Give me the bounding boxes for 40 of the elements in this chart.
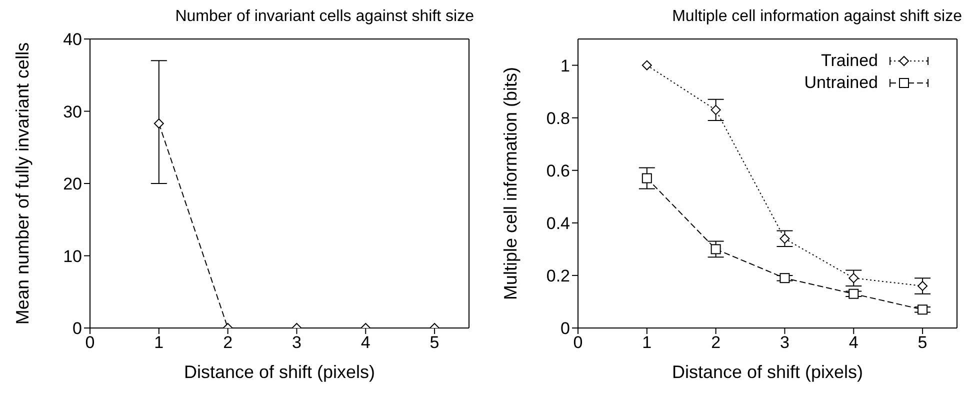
y-tick-label: 0.8 — [546, 108, 570, 128]
x-tick-label: 5 — [430, 333, 440, 352]
legend-label: Trained — [820, 50, 878, 72]
x-axis-title: Distance of shift (pixels) — [672, 362, 864, 382]
x-tick-label: 1 — [154, 333, 164, 352]
x-tick-label: 2 — [223, 333, 233, 352]
x-tick-label: 3 — [780, 333, 790, 352]
y-axis-title: Multiple cell information (bits) — [500, 66, 520, 300]
chart-title: Number of invariant cells against shift size — [174, 8, 474, 27]
x-axis-title: Distance of shift (pixels) — [184, 362, 376, 382]
y-tick-label: 0.2 — [546, 266, 570, 286]
y-tick-label: 0 — [72, 319, 82, 338]
y-tick-label: 1 — [560, 56, 570, 76]
x-tick-label: 4 — [360, 333, 370, 352]
y-tick-label: 0.6 — [546, 161, 570, 180]
point — [780, 273, 790, 284]
point — [918, 304, 928, 315]
point — [848, 288, 859, 299]
point — [710, 244, 721, 254]
point — [848, 273, 859, 284]
y-tick-label: 10 — [63, 246, 82, 266]
y-axis-title: Mean number of fully invariant cells — [12, 42, 32, 325]
x-tick-label: 2 — [711, 333, 721, 352]
x-tick-label: 3 — [292, 333, 302, 352]
y-tick-label: 0 — [560, 319, 570, 338]
y-tick-label: 30 — [63, 102, 82, 122]
point — [642, 173, 652, 184]
y-tick-label: 0.4 — [546, 214, 570, 233]
point — [780, 234, 790, 244]
chart-title: Multiple cell information against shift size — [671, 8, 962, 27]
x-tick-label: 1 — [642, 333, 652, 352]
y-tick-label: 40 — [63, 30, 82, 50]
x-tick-label: 4 — [848, 333, 858, 352]
x-tick-label: 5 — [918, 333, 928, 352]
x-tick-label: 0 — [85, 333, 95, 352]
point — [710, 104, 721, 115]
legend-label: Untrained — [804, 72, 878, 94]
y-tick-label: 20 — [63, 174, 82, 194]
point — [918, 280, 928, 291]
x-tick-label: 0 — [573, 333, 583, 352]
